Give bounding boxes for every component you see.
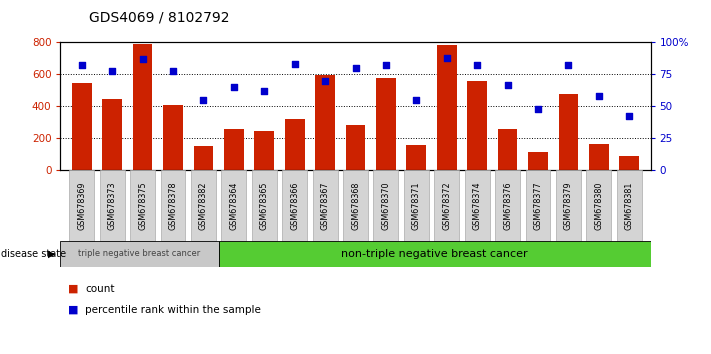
Bar <box>343 170 368 241</box>
Text: GSM678374: GSM678374 <box>473 181 481 230</box>
Bar <box>617 170 642 241</box>
Point <box>137 56 149 62</box>
Bar <box>498 129 518 170</box>
Point <box>471 63 483 68</box>
Text: ■: ■ <box>68 305 78 315</box>
Bar <box>495 170 520 241</box>
Text: GSM678366: GSM678366 <box>290 181 299 229</box>
Point <box>350 65 361 71</box>
Point <box>593 93 604 99</box>
Text: GSM678381: GSM678381 <box>625 181 634 229</box>
Bar <box>376 78 396 170</box>
Bar <box>619 156 639 170</box>
Bar <box>72 83 92 170</box>
Bar <box>252 170 277 241</box>
Text: GSM678377: GSM678377 <box>533 181 542 230</box>
Bar <box>587 170 611 241</box>
Text: GSM678379: GSM678379 <box>564 181 573 230</box>
Text: triple negative breast cancer: triple negative breast cancer <box>78 250 201 258</box>
Text: GSM678367: GSM678367 <box>321 181 330 230</box>
Text: GSM678382: GSM678382 <box>199 181 208 230</box>
Point <box>198 97 209 103</box>
Point <box>624 114 635 119</box>
Bar <box>528 152 548 170</box>
Text: GSM678369: GSM678369 <box>77 181 86 230</box>
Bar <box>467 81 487 170</box>
Bar <box>100 170 124 241</box>
Bar <box>221 170 246 241</box>
Text: GSM678376: GSM678376 <box>503 181 512 230</box>
Bar <box>373 170 398 241</box>
Bar <box>218 241 651 267</box>
Text: GSM678371: GSM678371 <box>412 181 421 230</box>
Point <box>167 68 178 73</box>
Text: GSM678368: GSM678368 <box>351 181 360 229</box>
Bar <box>407 145 426 170</box>
Text: disease state: disease state <box>1 249 66 259</box>
Bar <box>255 131 274 170</box>
Text: GSM678380: GSM678380 <box>594 181 604 229</box>
Point <box>107 68 118 73</box>
Point <box>562 63 574 68</box>
Bar <box>163 105 183 170</box>
Text: GSM678370: GSM678370 <box>381 181 390 230</box>
Point <box>228 84 240 90</box>
Point <box>502 82 513 87</box>
Bar <box>60 241 218 267</box>
Bar <box>130 170 155 241</box>
Text: ■: ■ <box>68 284 78 293</box>
Text: GSM678372: GSM678372 <box>442 181 451 230</box>
Bar <box>191 170 216 241</box>
Bar <box>285 119 304 170</box>
Text: count: count <box>85 284 114 293</box>
Text: GSM678365: GSM678365 <box>260 181 269 230</box>
Point <box>533 106 544 112</box>
Bar <box>69 170 94 241</box>
Text: GSM678378: GSM678378 <box>169 181 178 230</box>
Bar <box>437 45 456 170</box>
Point <box>259 88 270 94</box>
Bar <box>315 75 335 170</box>
Text: GSM678375: GSM678375 <box>138 181 147 230</box>
Bar <box>434 170 459 241</box>
Bar <box>313 170 338 241</box>
Point <box>380 63 392 68</box>
Point <box>289 61 300 67</box>
Bar <box>404 170 429 241</box>
Point <box>441 55 452 61</box>
Bar <box>193 146 213 170</box>
Bar <box>559 94 578 170</box>
Point <box>411 97 422 103</box>
Point <box>319 78 331 84</box>
Bar <box>102 99 122 170</box>
Text: ▶: ▶ <box>48 249 55 259</box>
Bar <box>525 170 550 241</box>
Bar <box>282 170 307 241</box>
Text: non-triple negative breast cancer: non-triple negative breast cancer <box>341 249 528 259</box>
Bar <box>589 144 609 170</box>
Bar <box>133 44 152 170</box>
Point <box>76 63 87 68</box>
Text: GSM678373: GSM678373 <box>107 181 117 230</box>
Text: GSM678364: GSM678364 <box>230 181 238 229</box>
Bar <box>346 125 365 170</box>
Bar <box>224 129 244 170</box>
Bar <box>465 170 490 241</box>
Bar <box>161 170 186 241</box>
Text: GDS4069 / 8102792: GDS4069 / 8102792 <box>89 11 230 25</box>
Text: percentile rank within the sample: percentile rank within the sample <box>85 305 261 315</box>
Bar <box>556 170 581 241</box>
